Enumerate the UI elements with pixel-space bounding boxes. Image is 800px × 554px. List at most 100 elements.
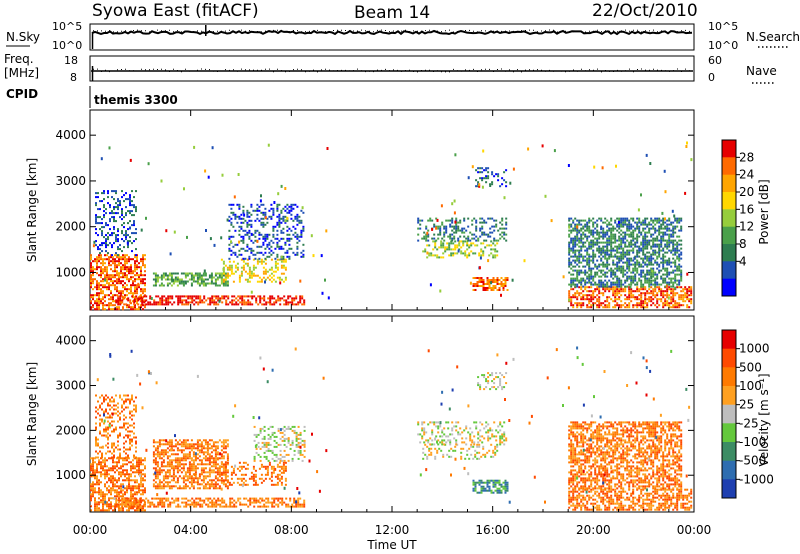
power-cell [248, 268, 251, 271]
power-cell [110, 278, 112, 281]
power-cell [598, 249, 601, 252]
power-noise-cell [221, 173, 224, 177]
power-cell [620, 300, 623, 303]
power-cell [467, 237, 470, 240]
power-cell [275, 299, 278, 302]
power-cell [598, 279, 601, 282]
power-cell [280, 264, 283, 267]
velocity-cell [275, 503, 278, 506]
power-cell [642, 302, 645, 305]
power-cell [276, 253, 279, 256]
power-cell [590, 229, 593, 232]
power-cell [488, 279, 491, 281]
power-cell [680, 275, 683, 278]
power-cell [612, 290, 615, 293]
power-cell [678, 267, 681, 270]
power-cell [107, 236, 109, 239]
power-cell [664, 300, 667, 303]
power-cell [475, 219, 478, 222]
power-cell [286, 229, 289, 232]
power-cell [224, 282, 227, 285]
power-cell [620, 255, 623, 258]
power-cell [626, 251, 629, 254]
power-cell [616, 275, 619, 278]
power-cell [464, 254, 467, 257]
velocity-cell [205, 503, 208, 506]
power-cell [120, 290, 122, 293]
power-cell [598, 237, 601, 240]
power-cell [117, 208, 119, 211]
velocity-cell [115, 446, 117, 449]
power-cell [120, 272, 122, 275]
power-cell [590, 306, 593, 309]
power-cell [430, 252, 433, 255]
velocity-cell [160, 465, 163, 468]
power-cell [198, 274, 201, 277]
power-cell [670, 277, 673, 280]
power-cell [121, 214, 123, 217]
power-noise-cell [478, 183, 481, 187]
power-cell [158, 284, 161, 287]
power-noise-cell [431, 227, 434, 231]
power-cell [672, 277, 675, 280]
power-cell [128, 278, 130, 281]
velocity-cell [90, 487, 92, 490]
power-cell [490, 287, 493, 289]
power-cell [608, 221, 611, 224]
power-cell [622, 223, 625, 226]
power-cell [666, 243, 669, 246]
power-cell [496, 279, 499, 281]
power-cell [272, 229, 275, 232]
velocity-cell [120, 487, 122, 490]
power-cell [230, 203, 233, 206]
power-cell [154, 278, 157, 281]
power-cell [568, 247, 571, 250]
power-cell [492, 254, 495, 257]
power-cell [666, 275, 669, 278]
power-cell [204, 274, 207, 277]
power-cell [618, 219, 621, 222]
power-cell [260, 245, 263, 248]
power-cell [302, 211, 305, 214]
power-cell [598, 233, 601, 236]
power-cell [250, 225, 253, 228]
power-noise-cell [523, 259, 526, 263]
velocity-cell [98, 507, 100, 510]
power-cell [672, 269, 675, 272]
velocity-cell [144, 465, 146, 468]
power-cell [228, 203, 231, 206]
power-cell [246, 272, 249, 275]
power-cell [652, 221, 655, 224]
power-cell [110, 274, 112, 277]
power-cell [96, 262, 98, 265]
power-cell [466, 242, 469, 245]
velocity-cell [154, 469, 157, 472]
power-cell [280, 217, 283, 220]
power-cell [453, 235, 456, 238]
power-cell [614, 239, 617, 242]
velocity-cell [128, 509, 130, 512]
velocity-cell [127, 422, 129, 425]
velocity-cell [166, 483, 169, 486]
power-cell [244, 278, 247, 281]
power-cell [133, 214, 135, 217]
power-cell [300, 233, 303, 236]
velocity-cell [168, 475, 171, 478]
power-cell [678, 286, 681, 289]
power-cell [195, 297, 198, 300]
power-cell [642, 259, 645, 262]
power-cell [478, 252, 481, 255]
power-cell [586, 225, 589, 228]
velocity-cell [153, 503, 156, 506]
power-cell [604, 285, 607, 288]
power-cell [622, 271, 625, 274]
power-cell [608, 285, 611, 288]
power-cell [286, 219, 289, 222]
power-cell [672, 247, 675, 250]
power-cell [606, 243, 609, 246]
velocity-cell [110, 505, 112, 508]
power-cell [572, 281, 575, 284]
velocity-cell [127, 430, 129, 433]
power-cell [474, 277, 477, 279]
power-cell [125, 230, 127, 233]
